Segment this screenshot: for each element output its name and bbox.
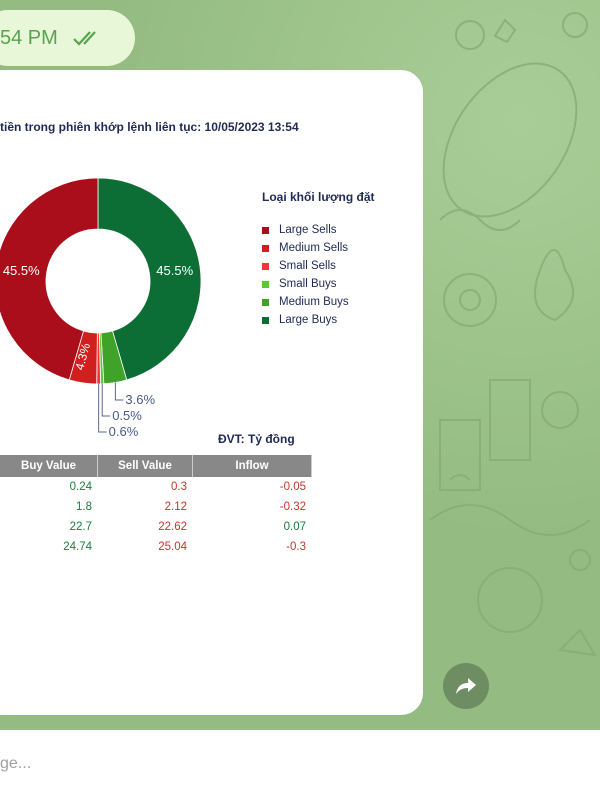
- legend-item: Small Buys: [262, 275, 349, 293]
- forward-button[interactable]: [443, 663, 489, 709]
- pie-chart: 45.5% 4.3% 45.5% 3.6%0.5%0.6%: [0, 177, 202, 439]
- chart-title: tiền trong phiên khớp lệnh liên tục: 10/…: [0, 120, 299, 134]
- unit-label: ĐVT: Tỷ đồng: [218, 432, 295, 446]
- inflow-value: -0.3: [286, 541, 306, 553]
- legend-item: Small Sells: [262, 257, 349, 275]
- legend-item: Large Buys: [262, 311, 349, 329]
- legend-item: Large Sells: [262, 221, 349, 239]
- legend-swatch: [262, 244, 269, 252]
- legend-label: Medium Sells: [279, 242, 349, 254]
- table-header-row: Buy Value Sell Value Inflow: [0, 455, 312, 477]
- pie-slice-large-buys: [97, 177, 202, 381]
- slice-label: 45.5%: [3, 263, 40, 278]
- message-time: 54 PM: [0, 26, 58, 49]
- legend-swatch: [262, 262, 269, 270]
- slice-callout-label: 0.6%: [109, 424, 139, 439]
- message-composer[interactable]: [0, 730, 600, 800]
- message-bubble[interactable]: tiền trong phiên khớp lệnh liên tục: 10/…: [0, 70, 423, 715]
- legend-swatch: [262, 280, 269, 288]
- legend-label: Large Sells: [279, 224, 337, 236]
- col-header-sell: Sell Value: [98, 455, 193, 477]
- callout-line: [98, 383, 107, 433]
- slice-label: 45.5%: [156, 263, 193, 278]
- inflow-value: -0.32: [279, 501, 306, 513]
- legend-label: Large Buys: [279, 314, 338, 326]
- legend-label: Small Sells: [279, 260, 336, 272]
- legend-title: Loại khối lượng đặt: [262, 190, 375, 204]
- table-row: 24.74 25.04 -0.3: [0, 537, 312, 557]
- buy-value: 24.74: [63, 541, 92, 553]
- double-check-icon: [73, 31, 96, 46]
- legend-item: Medium Sells: [262, 239, 349, 257]
- pie-slice-large-sells: [0, 177, 99, 381]
- col-header-inflow: Inflow: [193, 455, 312, 477]
- buy-value: 22.7: [69, 521, 92, 533]
- callout-line: [114, 382, 124, 401]
- legend-swatch: [262, 316, 269, 324]
- col-header-buy: Buy Value: [0, 455, 98, 477]
- buy-value: 0.24: [69, 481, 92, 493]
- message-time-pill: 54 PM: [0, 10, 135, 66]
- table-row: 1.8 2.12 -0.32: [0, 497, 312, 517]
- buy-value: 1.8: [76, 501, 92, 513]
- message-input-placeholder[interactable]: ge...: [0, 755, 32, 772]
- sell-value: 0.3: [171, 481, 187, 493]
- legend-swatch: [262, 226, 269, 234]
- inflow-value: -0.05: [279, 481, 306, 493]
- forward-arrow-icon: [456, 678, 476, 694]
- slice-label: 4.3%: [72, 341, 93, 371]
- legend-swatch: [262, 298, 269, 306]
- callout-line: [101, 383, 111, 417]
- inflow-value: 0.07: [283, 521, 306, 533]
- legend-label: Medium Buys: [279, 296, 349, 308]
- slice-callout-label: 3.6%: [125, 392, 155, 407]
- legend-label: Small Buys: [279, 278, 337, 290]
- sell-value: 22.62: [158, 521, 187, 533]
- sell-value: 2.12: [164, 501, 187, 513]
- table-row: 22.7 22.62 0.07: [0, 517, 312, 537]
- legend: Large Sells Medium Sells Small Sells Sma…: [262, 221, 349, 329]
- money-flow-table: Buy Value Sell Value Inflow 0.24 0.3 -0.…: [0, 455, 312, 557]
- sell-value: 25.04: [158, 541, 187, 553]
- legend-item: Medium Buys: [262, 293, 349, 311]
- wallpaper-doodles: [429, 12, 597, 657]
- slice-callout-label: 0.5%: [112, 408, 142, 423]
- table-row: 0.24 0.3 -0.05: [0, 477, 312, 497]
